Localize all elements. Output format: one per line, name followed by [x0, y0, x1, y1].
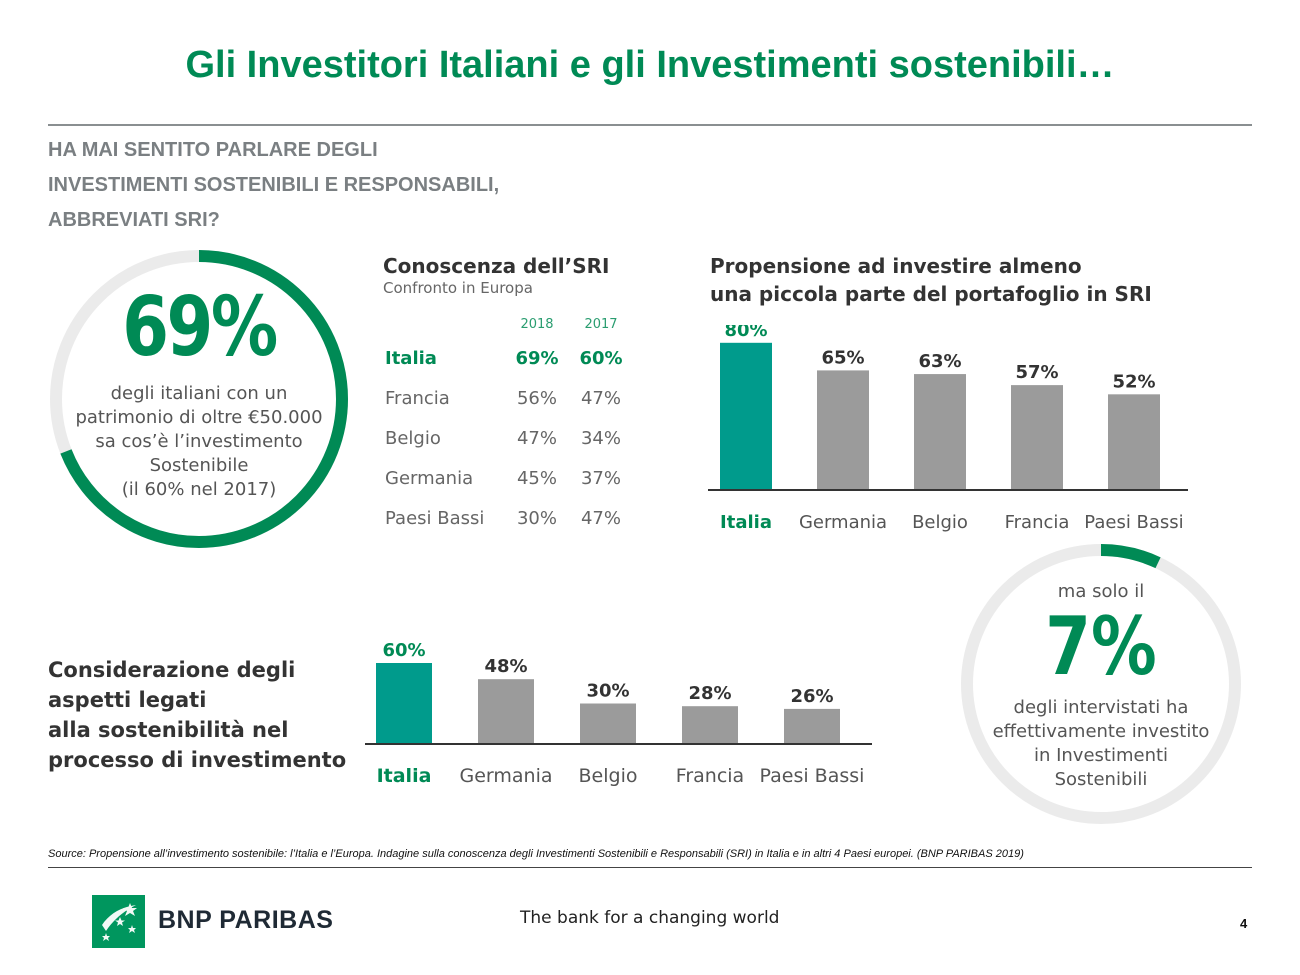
- value-2018-cell: 56%: [516, 387, 557, 409]
- bar-francia: [1011, 385, 1063, 490]
- category-label: Italia: [377, 765, 432, 787]
- propensione-title-line: Propensione ad investire almeno: [710, 254, 1082, 278]
- sri-knowledge-table: 2018 2017 Italia 69% 60% Francia 56% 47%…: [385, 310, 633, 538]
- propensione-title: Propensione ad investire almeno una picc…: [710, 252, 1152, 308]
- investment-value: 7%: [1045, 600, 1157, 693]
- table-row: Belgio 47% 34%: [385, 418, 633, 458]
- year-2018-header: 2018: [520, 316, 554, 332]
- value-2017-cell: 60%: [579, 347, 623, 369]
- caption-line: effettivamente investito: [992, 721, 1210, 742]
- considerazione-title: Considerazione degli aspetti legati alla…: [48, 655, 346, 775]
- category-label: Germania: [799, 512, 887, 533]
- table-row: Germania 45% 37%: [385, 458, 633, 498]
- value-2017-cell: 37%: [580, 467, 621, 489]
- value-2017-cell: 34%: [580, 427, 621, 449]
- investment-intro: ma solo il: [1057, 581, 1145, 602]
- bar-belgio: [914, 374, 966, 490]
- source-note: Source: Propensione all’investimento sos…: [48, 848, 1024, 860]
- value-2018-cell: 47%: [516, 427, 557, 449]
- bar-value-label: 63%: [918, 351, 961, 372]
- country-cell: Paesi Bassi: [385, 507, 485, 529]
- caption-line: patrimonio di oltre €50.000: [75, 407, 323, 428]
- survey-question: HA MAI SENTITO PARLARE DEGLI INVESTIMENT…: [48, 133, 568, 238]
- title-divider: [48, 124, 1252, 126]
- propensione-title-line: una piccola parte del portafoglio in SRI: [710, 282, 1152, 306]
- bar-value-label: 28%: [688, 683, 731, 704]
- bar-paesi-bassi: [1108, 394, 1160, 490]
- bar-italia: [720, 342, 772, 490]
- year-2017-header: 2017: [584, 316, 618, 332]
- considerazione-bar-chart: 60% Italia 48% Germania 30% Belgio 28% Francia 2…: [365, 640, 872, 787]
- table-row: Paesi Bassi 30% 47%: [385, 498, 633, 538]
- bnp-logo-icon: [92, 895, 145, 948]
- caption-line: Sostenibili: [1054, 769, 1148, 790]
- propensione-bar-chart: 80% Italia 65% Germania 63% Belgio 57% Francia 5…: [708, 325, 1188, 533]
- value-2018-cell: 45%: [516, 467, 557, 489]
- ring-progress: [961, 544, 1241, 824]
- question-line: INVESTIMENTI SOSTENIBILI E RESPONSABILI,: [48, 174, 500, 196]
- bar-value-label: 60%: [382, 640, 425, 661]
- page-title: Gli Investitori Italiani e gli Investime…: [185, 44, 1115, 86]
- table-row: Francia 56% 47%: [385, 378, 633, 418]
- caption-line: Sostenibile: [149, 455, 249, 476]
- caption-line: in Investimenti: [1033, 745, 1169, 766]
- bar-italia: [376, 663, 432, 744]
- bar-value-label: 26%: [790, 686, 833, 707]
- category-label: Belgio: [579, 765, 638, 787]
- considerazione-title-line: alla sostenibilità nel: [48, 718, 289, 742]
- investment-ring: [961, 544, 1241, 824]
- table-row: Italia 69% 60%: [385, 338, 633, 378]
- country-cell: Germania: [385, 467, 474, 489]
- stars-icon: [102, 903, 137, 941]
- bar-germania: [478, 679, 534, 744]
- category-label: Germania: [459, 765, 552, 787]
- country-cell: Italia: [385, 347, 437, 369]
- ring-progress: [50, 250, 348, 548]
- considerazione-title-line: aspetti legati: [48, 688, 207, 712]
- bar-value-label: 30%: [586, 681, 629, 702]
- table-subtitle: Confronto in Europa: [383, 279, 533, 297]
- awareness-ring: [50, 250, 348, 548]
- awareness-caption: degli italiani con un patrimonio di oltr…: [60, 382, 338, 502]
- value-2017-cell: 47%: [580, 387, 621, 409]
- bar-value-label: 65%: [821, 347, 864, 368]
- value-2018-cell: 69%: [515, 347, 559, 369]
- bar-paesi-bassi: [784, 708, 840, 744]
- footer-divider: [48, 867, 1252, 868]
- bar-value-label: 52%: [1112, 371, 1155, 392]
- question-line: ABBREVIATI SRI?: [48, 209, 220, 231]
- bar-francia: [682, 706, 738, 744]
- table-title: Conoscenza dell’SRI: [383, 254, 610, 278]
- bar-value-label: 48%: [484, 656, 527, 677]
- value-2017-cell: 47%: [580, 507, 621, 529]
- bar-germania: [817, 370, 869, 490]
- country-cell: Francia: [385, 387, 450, 409]
- awareness-value: 69%: [122, 280, 278, 375]
- bar-value-label: 57%: [1015, 362, 1058, 383]
- brand-name: BNP PARIBAS: [158, 906, 334, 934]
- caption-line: degli italiani con un: [110, 383, 288, 404]
- category-label: Italia: [720, 512, 772, 533]
- bar-belgio: [580, 703, 636, 744]
- caption-line: sa cos’è l’investimento: [95, 431, 303, 452]
- value-2018-cell: 30%: [516, 507, 557, 529]
- caption-line: degli intervistati ha: [1013, 697, 1189, 718]
- bar-value-label: 80%: [724, 325, 767, 341]
- category-label: Paesi Bassi: [760, 765, 865, 787]
- table-header-row: 2018 2017: [385, 310, 633, 338]
- table-header-empty: [385, 310, 505, 338]
- page-number: 4: [1240, 916, 1248, 931]
- category-label: Francia: [1005, 512, 1070, 533]
- question-line: HA MAI SENTITO PARLARE DEGLI: [48, 139, 378, 161]
- investment-caption: degli intervistati ha effettivamente inv…: [960, 696, 1242, 792]
- considerazione-title-line: processo di investimento: [48, 748, 347, 772]
- country-cell: Belgio: [385, 427, 441, 449]
- caption-line: (il 60% nel 2017): [121, 479, 277, 500]
- category-label: Francia: [676, 765, 744, 787]
- considerazione-title-line: Considerazione degli: [48, 658, 296, 682]
- category-label: Belgio: [912, 512, 968, 533]
- category-label: Paesi Bassi: [1084, 512, 1183, 533]
- brand-tagline: The bank for a changing world: [520, 908, 780, 928]
